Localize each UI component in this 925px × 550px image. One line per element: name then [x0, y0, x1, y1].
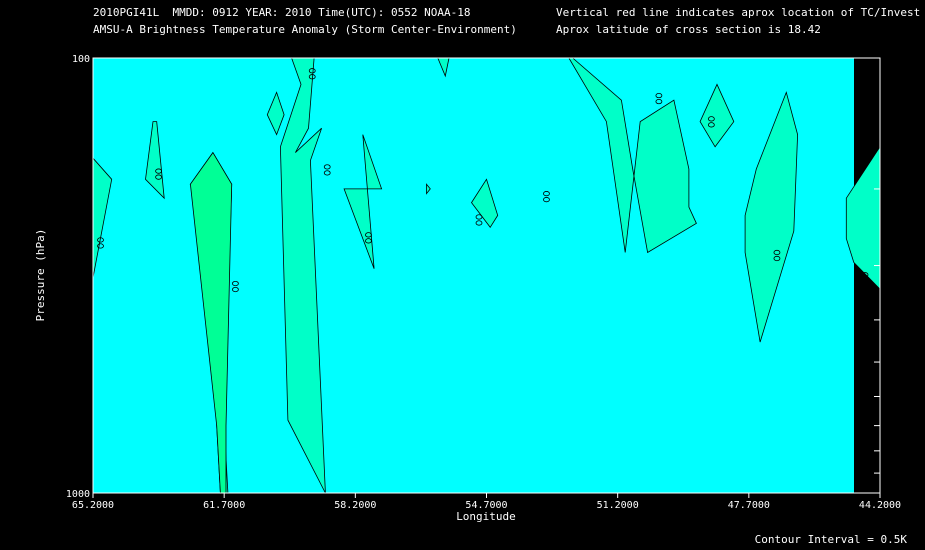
y-axis-title: Pressure (hPa): [34, 229, 47, 322]
contour-region: [189, 151, 233, 494]
contour-label-marker: [155, 174, 162, 180]
contour-label-marker: [323, 164, 331, 170]
contour-label-marker: [232, 280, 239, 287]
contour-region: [699, 83, 735, 148]
contour-label-marker: [707, 116, 715, 122]
contour-label-marker: [707, 122, 715, 128]
x-tick-label: 51.2000: [597, 500, 639, 511]
contour-region: [744, 91, 799, 343]
x-tick-label: 54.7000: [465, 500, 507, 511]
axes: 65.2000 61.7000 58.2000 54.7000 51.2000 47.70…: [66, 54, 901, 511]
contour-label-marker: [655, 98, 663, 105]
contour-label-marker: [365, 238, 372, 244]
header-line2-left: AMSU-A Brightness Temperature Anomaly (S…: [93, 23, 517, 36]
x-tick-label: 61.7000: [203, 500, 245, 511]
header-line1-right: Vertical red line indicates aprox locati…: [556, 6, 921, 19]
contour-label-marker: [323, 170, 331, 176]
y-tick-label: 100: [72, 54, 90, 65]
x-tick-label: 47.7000: [728, 500, 770, 511]
contour-region: [542, 57, 697, 254]
plot-area: [92, 57, 881, 494]
contour-region: [279, 57, 326, 494]
contour-label-marker: [97, 237, 104, 243]
header-line2-right: Aprox latitude of cross section is 18.42: [556, 23, 821, 36]
contour-label-marker: [861, 272, 869, 278]
contour-label-marker: [308, 74, 316, 80]
x-tick-label: 58.2000: [334, 500, 376, 511]
x-tick-label: 65.2000: [72, 500, 114, 511]
contour-interval-label: Contour Interval = 0.5K: [754, 533, 907, 546]
contour-label-marker: [232, 286, 239, 293]
contour-region: [266, 91, 285, 136]
x-axis-title: Longitude: [456, 510, 516, 523]
contour-label-marker: [155, 168, 162, 174]
contour-label-marker: [773, 249, 781, 256]
x-tick-label: 44.2000: [859, 500, 901, 511]
contour-label-marker: [365, 232, 372, 238]
contour-label-marker: [308, 68, 316, 74]
y-tick-label: 1000: [66, 489, 90, 500]
header-line1-left: 2010PGI41L MMDD: 0912 YEAR: 2010 Time(UT…: [93, 6, 471, 19]
contour-region: [426, 183, 431, 195]
contour-region: [471, 178, 499, 229]
contour-label-marker: [475, 214, 483, 220]
contour-label-marker: [97, 243, 104, 249]
contour-label-marker: [861, 278, 869, 284]
contour-label-marker: [543, 191, 550, 197]
contour-region: [343, 134, 383, 269]
contour-label-marker: [475, 220, 483, 226]
contour-label-marker: [543, 197, 550, 203]
contour-label-marker: [773, 255, 781, 262]
contour-label-marker: [655, 92, 663, 99]
